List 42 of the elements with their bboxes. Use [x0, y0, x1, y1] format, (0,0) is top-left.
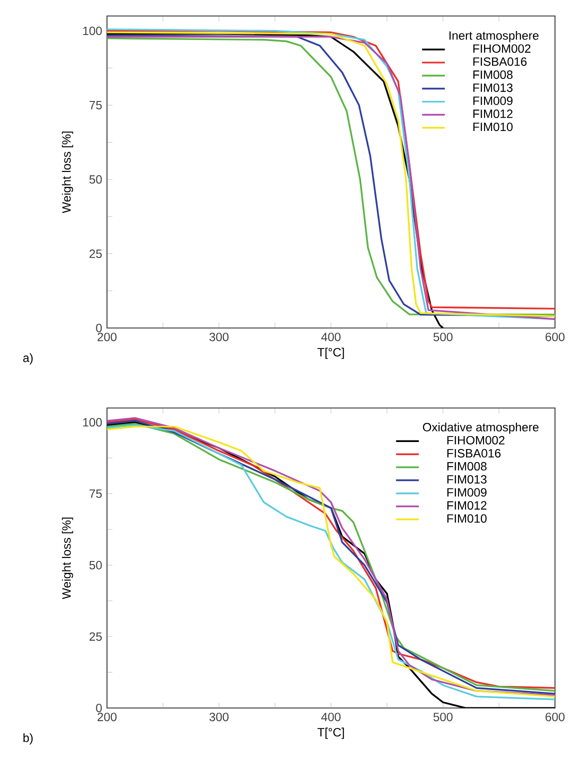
legend-label: FIM008 [447, 462, 487, 471]
legend-label: FIM010 [473, 122, 513, 132]
y-tick-label: 0 [96, 324, 102, 332]
x-tick-label: 500 [433, 332, 453, 342]
x-tick-label: 300 [209, 332, 229, 342]
x-tick-label: 200 [98, 712, 117, 722]
y-tick-label: 75 [90, 100, 102, 110]
legend-label: FIM010 [447, 514, 487, 523]
x-tick-label: 600 [546, 712, 565, 722]
y-tick-label: 25 [90, 632, 102, 641]
legend-title: Inert atmosphere [449, 30, 539, 42]
x-tick-label: 600 [546, 332, 565, 342]
y-tick-label: 75 [90, 490, 102, 498]
legend-label: FIHOM002 [473, 44, 530, 53]
legend-label: FIM012 [447, 501, 486, 510]
y-tick-label: 100 [83, 26, 102, 36]
x-tick-label: 200 [98, 332, 117, 342]
legend-label: FISBA016 [473, 57, 527, 66]
y-axis-title: Weight loss [%] [62, 518, 74, 600]
y-tick-label: 0 [96, 704, 102, 712]
legend-label: FIM012 [473, 110, 512, 118]
legend-label: FISBA016 [447, 449, 501, 458]
y-tick-label: 25 [90, 249, 102, 258]
legend-label: FIM013 [447, 475, 487, 484]
y-tick-label: 50 [89, 560, 102, 570]
legend-label: FIM009 [447, 488, 486, 497]
y-tick-label: 100 [83, 418, 102, 427]
x-tick-label: 500 [433, 712, 453, 722]
x-tick-label: 400 [321, 712, 341, 722]
legend-label: FIM013 [473, 83, 513, 92]
legend-label: FIM008 [473, 70, 513, 79]
x-axis-title: T[°C] [318, 348, 344, 359]
legend-title: Oxidative atmosphere [422, 422, 539, 434]
text: a) [23, 353, 33, 364]
y-axis-title: Weight loss [%] [62, 132, 74, 214]
x-tick-label: 300 [209, 712, 229, 722]
x-axis-title: T[°C] [318, 728, 344, 739]
y-tick-label: 50 [89, 175, 102, 184]
text: b) [23, 733, 33, 744]
legend-label: FIM009 [473, 96, 512, 106]
legend-label: FIHOM002 [447, 436, 504, 444]
x-tick-label: 400 [321, 332, 341, 342]
